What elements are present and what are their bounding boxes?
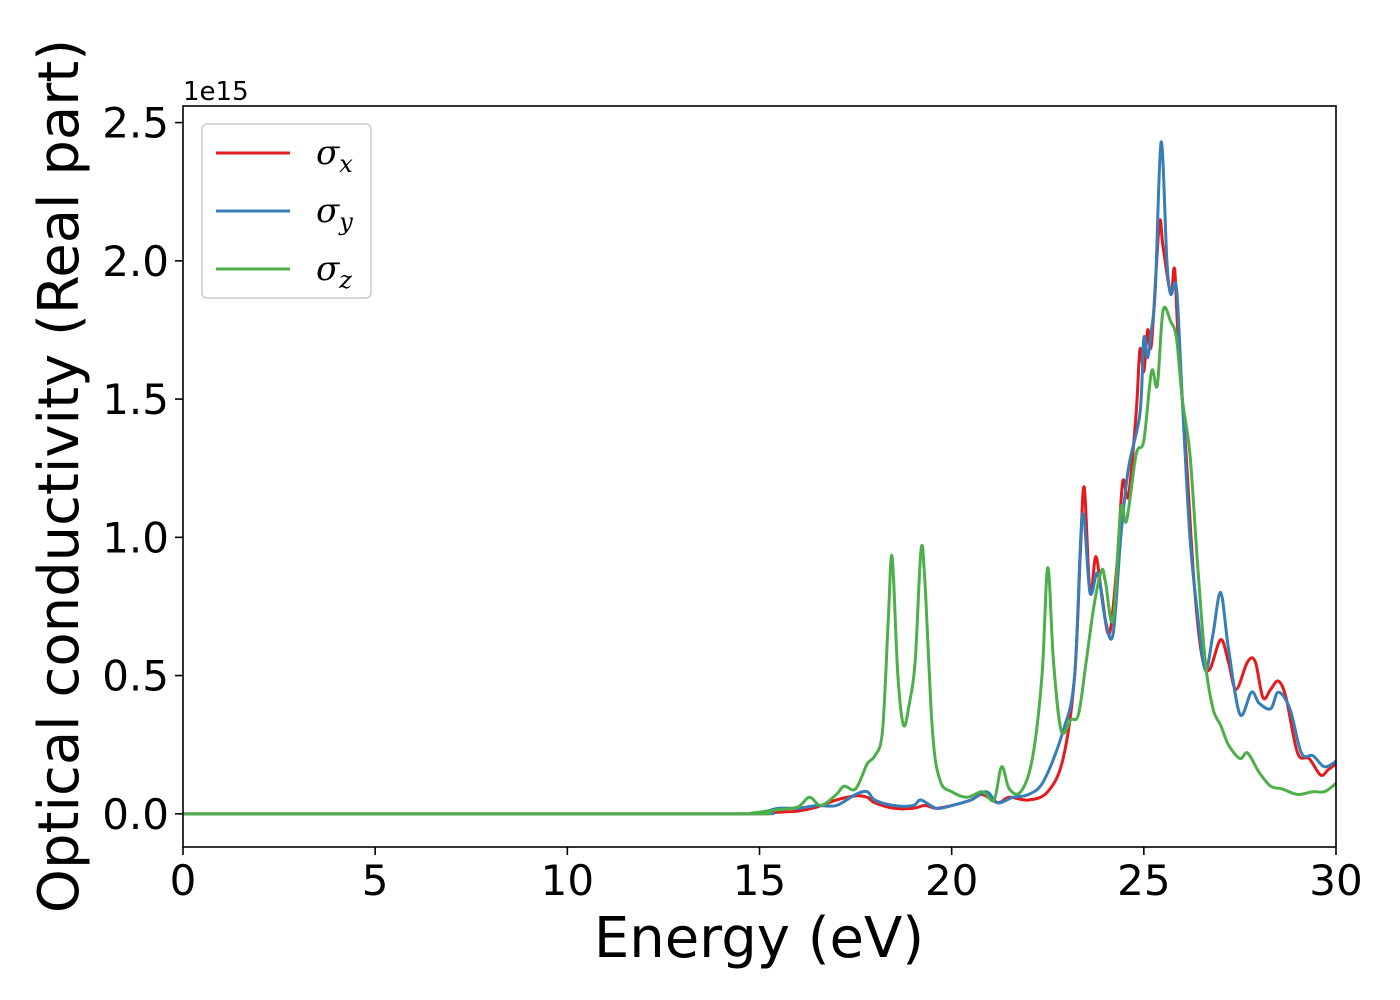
series-group — [183, 140, 1336, 816]
series-line-y — [183, 140, 1336, 816]
series-line-z — [183, 305, 1336, 816]
x-axis-title: Energy (eV) — [594, 906, 924, 971]
x-axis-ticks: 0 5 10 15 20 25 30 — [170, 847, 1363, 905]
x-tick-label: 0 — [170, 856, 197, 905]
x-tick-label: 30 — [1309, 856, 1362, 905]
legend-label-y: σy — [316, 191, 353, 236]
x-tick-label: 5 — [362, 856, 389, 905]
y-tick-label: 2.5 — [102, 99, 169, 148]
x-tick-label: 20 — [925, 856, 978, 905]
legend-label-z: σz — [316, 249, 352, 294]
y-offset-label: 1e15 — [183, 77, 249, 107]
x-tick-label: 25 — [1117, 856, 1170, 905]
x-tick-label: 10 — [541, 856, 594, 905]
x-tick-label: 15 — [733, 856, 786, 905]
y-tick-label: 1.5 — [102, 375, 169, 424]
y-tick-label: 0.5 — [102, 652, 169, 701]
legend-label-x: σx — [316, 133, 353, 178]
y-tick-label: 1.0 — [102, 513, 169, 562]
y-axis-title: Optical conductivity (Real part) — [27, 39, 92, 913]
legend: σx σy σz — [201, 123, 372, 299]
y-tick-label: 2.0 — [102, 237, 169, 286]
y-tick-label: 0.0 — [102, 790, 169, 839]
y-axis-ticks: 0.0 0.5 1.0 1.5 2.0 2.5 — [102, 99, 183, 839]
